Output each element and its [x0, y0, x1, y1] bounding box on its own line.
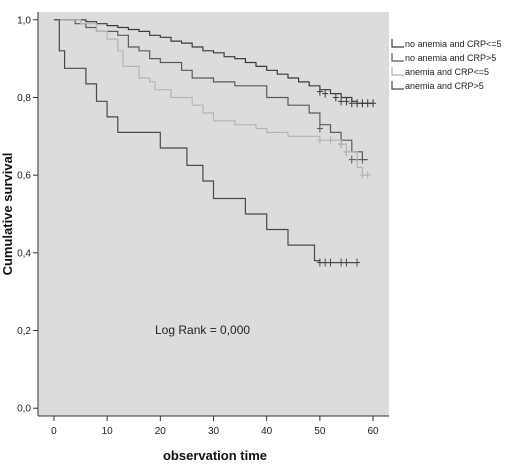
- censor-mark: [322, 89, 329, 98]
- legend-label: anemia and CRP<=5: [405, 67, 489, 77]
- censor-mark: [359, 171, 366, 180]
- x-tick-label: 40: [261, 426, 273, 437]
- series-layer: [54, 19, 377, 267]
- censor-mark: [359, 99, 366, 108]
- x-tick-label: 10: [102, 426, 114, 437]
- series-line-2: [54, 19, 368, 161]
- legend-swatch: [391, 39, 404, 48]
- censor-mark: [327, 136, 334, 145]
- legend-label: no anemia and CRP<=5: [405, 39, 502, 49]
- censor-mark: [348, 99, 355, 108]
- censor-mark: [316, 258, 323, 267]
- plot-area: [38, 12, 389, 416]
- y-tick-label: 0,0: [17, 404, 31, 415]
- censor-mark: [316, 87, 323, 96]
- y-tick-label: 0,8: [17, 93, 31, 104]
- legend-swatch: [391, 53, 404, 62]
- censor-mark: [364, 99, 371, 108]
- x-tick-label: 60: [367, 426, 379, 437]
- censor-mark: [359, 155, 366, 164]
- censor-mark: [332, 93, 339, 102]
- legend: no anemia and CRP<=5 no anemia and CRP>5 a…: [391, 39, 502, 91]
- censor-mark: [338, 97, 345, 106]
- axis-layer: 0 10 20 30 40 50 60 0,0 0,2 0,4 0,6 0,8 1,0: [17, 12, 389, 437]
- legend-swatch: [391, 67, 404, 76]
- censor-mark: [364, 171, 371, 180]
- log-rank-annotation: Log Rank = 0,000: [155, 323, 250, 337]
- censor-mark: [322, 258, 329, 267]
- x-tick-label: 0: [51, 426, 57, 437]
- x-tick-label: 50: [314, 426, 326, 437]
- y-tick-label: 0,6: [17, 171, 31, 182]
- censor-mark: [338, 258, 345, 267]
- y-tick-label: 0,4: [17, 248, 31, 259]
- censor-mark: [338, 140, 345, 149]
- x-axis-title: observation time: [163, 448, 267, 463]
- censor-mark: [316, 124, 323, 133]
- censor-mark: [354, 258, 361, 267]
- censor-mark: [343, 97, 350, 106]
- y-axis-title: Cumulative survival: [0, 153, 15, 276]
- censor-mark: [348, 155, 355, 164]
- censor-mark: [370, 99, 377, 108]
- x-tick-label: 20: [155, 426, 167, 437]
- censor-mark: [343, 147, 350, 156]
- legend-label: no anemia and CRP>5: [405, 53, 496, 63]
- x-tick-label: 30: [208, 426, 220, 437]
- censor-mark: [327, 258, 334, 267]
- censor-mark: [343, 258, 350, 267]
- legend-label: anemia and CRP>5: [405, 81, 484, 91]
- y-tick-label: 0,2: [17, 326, 31, 337]
- legend-swatch: [391, 81, 404, 90]
- censor-mark: [316, 136, 323, 145]
- censor-mark: [354, 99, 361, 108]
- y-tick-label: 1,0: [17, 15, 31, 26]
- series-line-4: [54, 19, 358, 264]
